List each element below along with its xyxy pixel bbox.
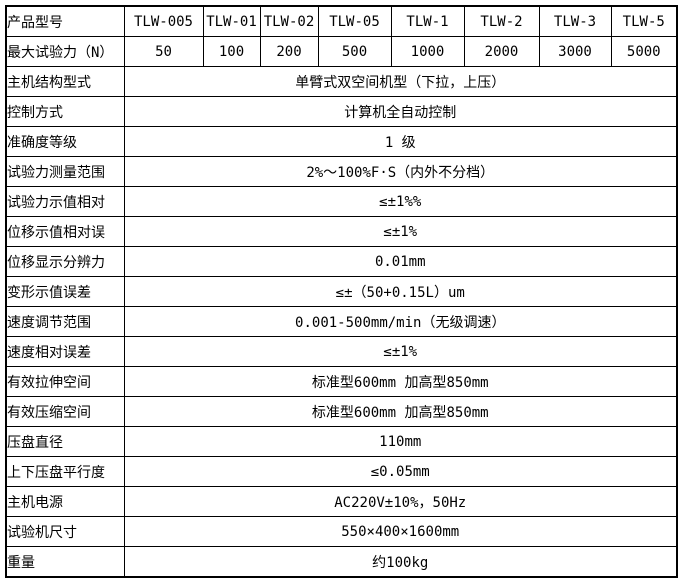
row-label: 有效压缩空间 [5,396,125,427]
row-label: 控制方式 [5,96,125,127]
table-row-structure: 主机结构型式 单臂式双空间机型（下拉，上压） [5,66,678,97]
model-cell: TLW-1 [390,5,465,37]
table-row-displacement-resolution: 位移显示分辨力 0.01mm [5,246,678,277]
model-cell: TLW-05 [317,5,392,37]
row-value: 计算机全自动控制 [123,96,678,127]
force-cell: 200 [259,36,319,67]
table-row-product-model: 产品型号 TLW-005 TLW-01 TLW-02 TLW-05 TLW-1 … [5,5,678,37]
row-value: ≤±（50+0.15L）um [123,276,678,307]
row-label: 位移显示分辨力 [5,246,125,277]
row-label: 最大试验力（N） [5,36,125,67]
table-row-displacement-accuracy: 位移示值相对误 ≤±1% [5,216,678,247]
force-cell: 3000 [538,36,612,67]
row-value: 标准型600mm 加高型850mm [123,366,678,397]
row-value: 标准型600mm 加高型850mm [123,396,678,427]
row-value: 0.01mm [123,246,678,277]
row-value: AC220V±10%，50Hz [123,486,678,517]
table-row-platen-parallelism: 上下压盘平行度 ≤0.05mm [5,456,678,487]
row-value: 单臂式双空间机型（下拉，上压） [123,66,678,97]
row-value: 2%～100%F·S（内外不分档） [123,156,678,187]
table-row-weight: 重量 约100kg [5,546,678,578]
table-row-deformation-error: 变形示值误差 ≤±（50+0.15L）um [5,276,678,307]
row-label: 产品型号 [5,5,125,37]
row-label: 上下压盘平行度 [5,456,125,487]
model-cell: TLW-3 [538,5,612,37]
row-label: 试验力示值相对 [5,186,125,217]
table-row-tensile-space: 有效拉伸空间 标准型600mm 加高型850mm [5,366,678,397]
row-value: 1 级 [123,126,678,157]
row-label: 试验机尺寸 [5,516,125,547]
row-label: 主机电源 [5,486,125,517]
row-label: 有效拉伸空间 [5,366,125,397]
row-value: 550×400×1600mm [123,516,678,547]
row-value: ≤0.05mm [123,456,678,487]
row-label: 位移示值相对误 [5,216,125,247]
row-label: 压盘直径 [5,426,125,457]
product-spec-table: 产品型号 TLW-005 TLW-01 TLW-02 TLW-05 TLW-1 … [5,5,678,578]
force-cell: 50 [123,36,204,67]
row-value: ≤±1% [123,216,678,247]
row-value: ≤±1% [123,336,678,367]
table-row-max-force: 最大试验力（N） 50 100 200 500 1000 2000 3000 5… [5,36,678,67]
table-row-accuracy-class: 准确度等级 1 级 [5,126,678,157]
table-row-compression-space: 有效压缩空间 标准型600mm 加高型850mm [5,396,678,427]
model-cell: TLW-2 [463,5,540,37]
row-label: 准确度等级 [5,126,125,157]
row-value: 110mm [123,426,678,457]
table-row-machine-dimensions: 试验机尺寸 550×400×1600mm [5,516,678,547]
table-row-speed-error: 速度相对误差 ≤±1% [5,336,678,367]
row-label: 变形示值误差 [5,276,125,307]
table-row-control-mode: 控制方式 计算机全自动控制 [5,96,678,127]
table-row-force-accuracy: 试验力示值相对 ≤±1%% [5,186,678,217]
row-label: 重量 [5,546,125,578]
force-cell: 100 [202,36,261,67]
row-value: 约100kg [123,546,678,578]
row-label: 速度相对误差 [5,336,125,367]
row-value: 0.001-500mm/min（无级调速） [123,306,678,337]
row-label: 主机结构型式 [5,66,125,97]
force-cell: 5000 [610,36,678,67]
table-row-force-range: 试验力测量范围 2%～100%F·S（内外不分档） [5,156,678,187]
table-row-speed-range: 速度调节范围 0.001-500mm/min（无级调速） [5,306,678,337]
row-label: 速度调节范围 [5,306,125,337]
force-cell: 1000 [390,36,465,67]
force-cell: 2000 [463,36,540,67]
model-cell: TLW-5 [610,5,678,37]
model-cell: TLW-02 [259,5,319,37]
table-row-power-supply: 主机电源 AC220V±10%，50Hz [5,486,678,517]
row-value: ≤±1%% [123,186,678,217]
table-row-platen-diameter: 压盘直径 110mm [5,426,678,457]
row-label: 试验力测量范围 [5,156,125,187]
model-cell: TLW-005 [123,5,204,37]
force-cell: 500 [317,36,392,67]
model-cell: TLW-01 [202,5,261,37]
